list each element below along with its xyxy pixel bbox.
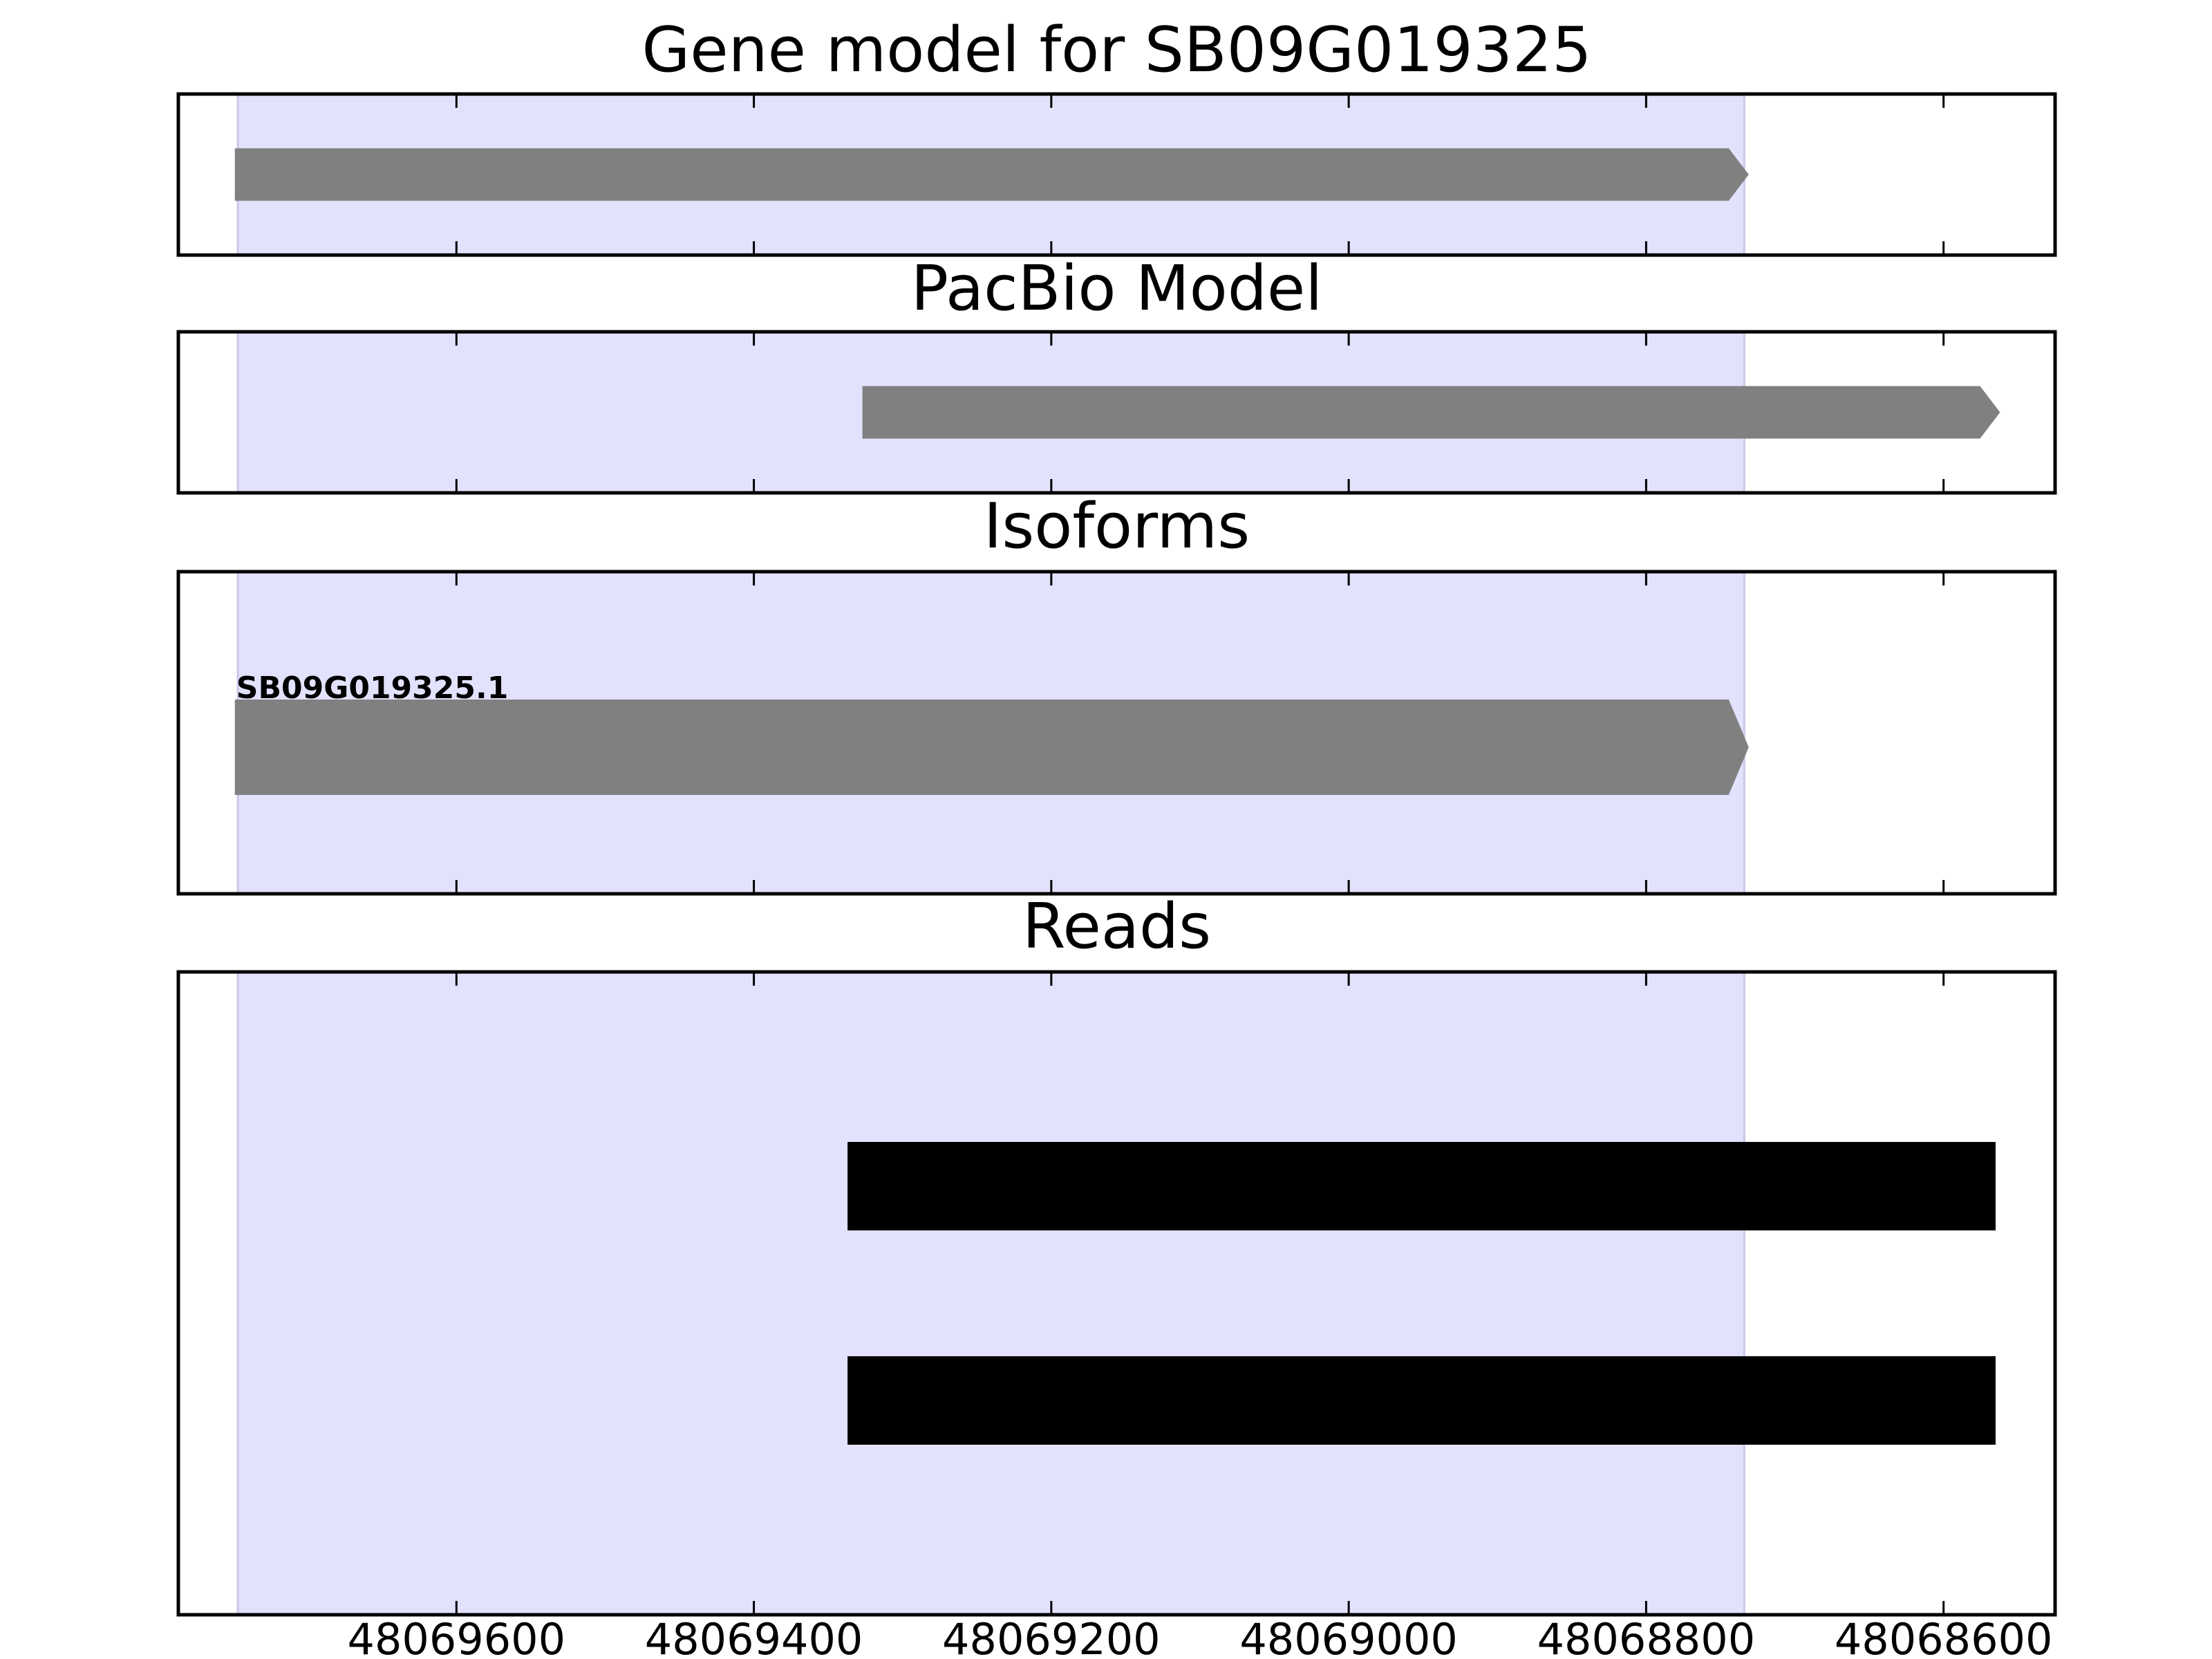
feature-arrow [234, 148, 1749, 201]
x-tick-label: 48069000 [1239, 1614, 1458, 1659]
read-bar [847, 1142, 1996, 1230]
x-tick-label: 48069200 [942, 1614, 1161, 1659]
feature-label: SB09G019325.1 [236, 671, 509, 706]
panel-title: Reads [1022, 890, 1211, 963]
x-tick-label: 48069400 [645, 1614, 863, 1659]
panel-title: Isoforms [984, 490, 1250, 563]
panel-title: Gene model for SB09G019325 [641, 14, 1591, 86]
feature-arrow [862, 386, 2000, 439]
panel-frame [176, 970, 2057, 1617]
x-tick-label: 48068600 [1835, 1614, 2053, 1659]
read-bar [847, 1356, 1996, 1445]
feature-arrow [234, 699, 1749, 795]
panel-frame [176, 92, 2057, 257]
x-tick-label: 48068800 [1537, 1614, 1756, 1659]
panel-frame [176, 330, 2057, 495]
panel-title: PacBio Model [911, 252, 1323, 325]
highlight-region [236, 971, 1745, 1616]
panel-frame [176, 570, 2057, 896]
x-tick-label: 48069600 [348, 1614, 566, 1659]
